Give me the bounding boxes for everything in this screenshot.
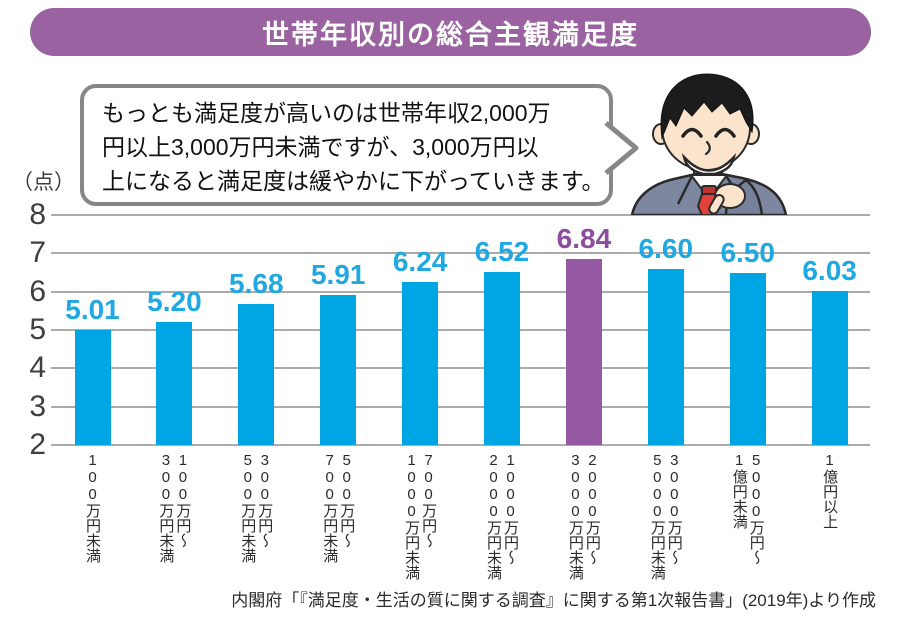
x-axis-category-label-column: 300万円〜	[256, 452, 274, 548]
x-axis-category-label: 3000万円〜 5000万円未満	[649, 452, 683, 580]
x-axis-category-label-column: 3000万円未満	[566, 452, 584, 580]
x-axis-category-label-column: 2000万円〜	[583, 452, 601, 565]
bar	[484, 271, 520, 445]
bar-value-label: 6.03	[802, 254, 857, 286]
page-title: 世帯年収別の総合主観満足度	[262, 19, 639, 50]
bar	[74, 329, 111, 445]
x-axis-category-label: 100万円〜 300万円未満	[157, 452, 191, 563]
bar	[811, 290, 848, 445]
gridline	[51, 252, 870, 255]
source-attribution: 内閣府「『満足度・生活の質に関する調査』に関する第1次報告書」(2019年)より…	[231, 591, 876, 610]
y-axis-unit-label: （点）	[12, 171, 75, 194]
x-axis-category-label-column: 1000万円〜	[502, 452, 519, 565]
gridline	[51, 214, 870, 216]
x-axis-category-label-column: 2000万円未満	[485, 452, 502, 580]
x-axis-category-label: 1億円以上	[821, 452, 838, 529]
gridline	[51, 405, 870, 408]
x-axis-category-label: 100万円未満	[84, 452, 101, 563]
speech-bubble-text-line: 円以上3,000万円未満ですが、3,000万円以	[102, 134, 539, 160]
bar-value-label: 5.01	[65, 293, 120, 325]
bar	[647, 268, 684, 445]
bar-value-label: 6.84	[556, 223, 612, 255]
x-axis-category-label-column: 5000万円未満	[648, 452, 666, 580]
bar-value-label: 5.91	[310, 259, 366, 291]
speech-bubble: もっとも満足度が高いのは世帯年収2,000万 円以上3,000万円未満ですが、3…	[80, 84, 613, 206]
x-axis-category-label-column: 700万円〜	[420, 452, 438, 548]
x-axis-category-label-column: 1億円未満	[730, 452, 748, 529]
x-axis-category-label-column: 1000万円未満	[403, 452, 421, 580]
bar-highlighted	[565, 259, 602, 445]
bar	[729, 272, 766, 445]
speech-bubble-pointer-icon	[604, 121, 639, 175]
x-axis-category-label-column: 300万円未満	[157, 452, 175, 563]
bar-value-label: 6.60	[638, 232, 694, 264]
x-axis-category-label-column: 1億円以上	[821, 452, 839, 529]
bar-value-label: 5.68	[229, 267, 284, 299]
x-axis-category-label-column: 500万円〜	[338, 452, 356, 548]
gridline	[51, 329, 870, 331]
y-axis-tick-label: 6	[29, 274, 46, 308]
bar	[238, 303, 275, 445]
gridline	[51, 367, 870, 370]
bar-value-label: 5.20	[147, 286, 202, 318]
x-axis-category-label: 5000万円〜 1億円未満	[731, 452, 765, 565]
y-axis-tick-label: 7	[29, 236, 46, 270]
bar	[156, 322, 193, 445]
bar	[320, 295, 357, 445]
x-axis-category-label-column: 100万円未満	[84, 452, 101, 563]
speech-bubble-text-line: もっとも満足度が高いのは世帯年収2,000万	[102, 100, 551, 126]
bar-value-label: 6.50	[720, 236, 775, 268]
x-axis-category-label: 700万円〜 1000万円未満	[403, 452, 437, 580]
x-axis-category-label: 2000万円〜 3000万円未満	[567, 452, 601, 580]
x-axis-category-label-column: 500万円未満	[239, 452, 257, 563]
y-axis-tick-label: 2	[29, 428, 46, 461]
x-axis-category-label-column: 700万円未満	[321, 452, 339, 563]
bar	[402, 282, 439, 445]
y-axis-tick-label: 8	[29, 198, 46, 231]
x-axis-category-label: 300万円〜 500万円未満	[239, 452, 273, 563]
x-axis-category-label: 500万円〜 700万円未満	[321, 452, 355, 563]
bar-value-label: 6.24	[392, 246, 448, 278]
x-axis-category-label-column: 3000万円〜	[665, 452, 683, 565]
businessman-icon	[630, 73, 788, 215]
y-axis-tick-label: 3	[29, 389, 46, 423]
bar-value-label: 6.52	[474, 235, 530, 267]
y-axis-tick-label: 4	[29, 351, 46, 385]
page-title-banner: 世帯年収別の総合主観満足度	[30, 8, 871, 56]
x-axis-category-label-column: 5000万円〜	[747, 452, 765, 565]
speech-bubble-text-line: 上になると満足度は緩やかに下がっていきます。	[102, 168, 605, 194]
gridline	[51, 290, 870, 293]
y-axis-tick-label: 5	[29, 313, 46, 346]
gridline	[51, 444, 870, 446]
x-axis-category-label-column: 100万円〜	[174, 452, 192, 548]
x-axis-category-label: 1000万円〜 2000万円未満	[485, 452, 519, 580]
